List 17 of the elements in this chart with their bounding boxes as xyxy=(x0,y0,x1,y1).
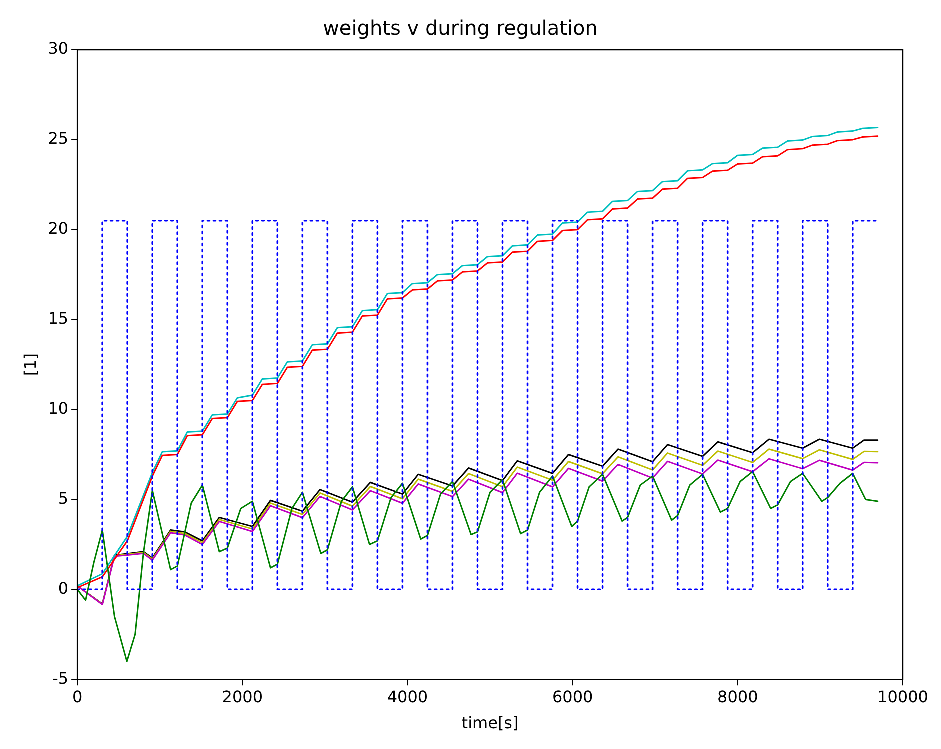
y-tick-label: -5 xyxy=(52,668,69,688)
x-tick-label: 8000 xyxy=(718,687,758,706)
x-tick-label: 2000 xyxy=(222,687,264,706)
y-tick-label: 30 xyxy=(48,39,69,58)
x-axis-title: time[s] xyxy=(462,714,519,733)
y-tick-label: 5 xyxy=(58,488,69,508)
y-tick-label: 10 xyxy=(48,398,69,418)
x-tick-label: 0 xyxy=(72,687,83,706)
y-tick-label: 20 xyxy=(48,219,69,238)
x-tick-label: 10000 xyxy=(878,687,928,706)
x-tick-label: 6000 xyxy=(552,687,594,706)
y-tick-label: 15 xyxy=(48,308,69,328)
y-axis-title: [1] xyxy=(20,353,40,376)
chart-title: weights v during regulation xyxy=(323,16,598,40)
y-tick-label: 25 xyxy=(48,129,69,148)
x-tick-label: 4000 xyxy=(387,687,428,706)
y-tick-label: 0 xyxy=(58,578,69,598)
